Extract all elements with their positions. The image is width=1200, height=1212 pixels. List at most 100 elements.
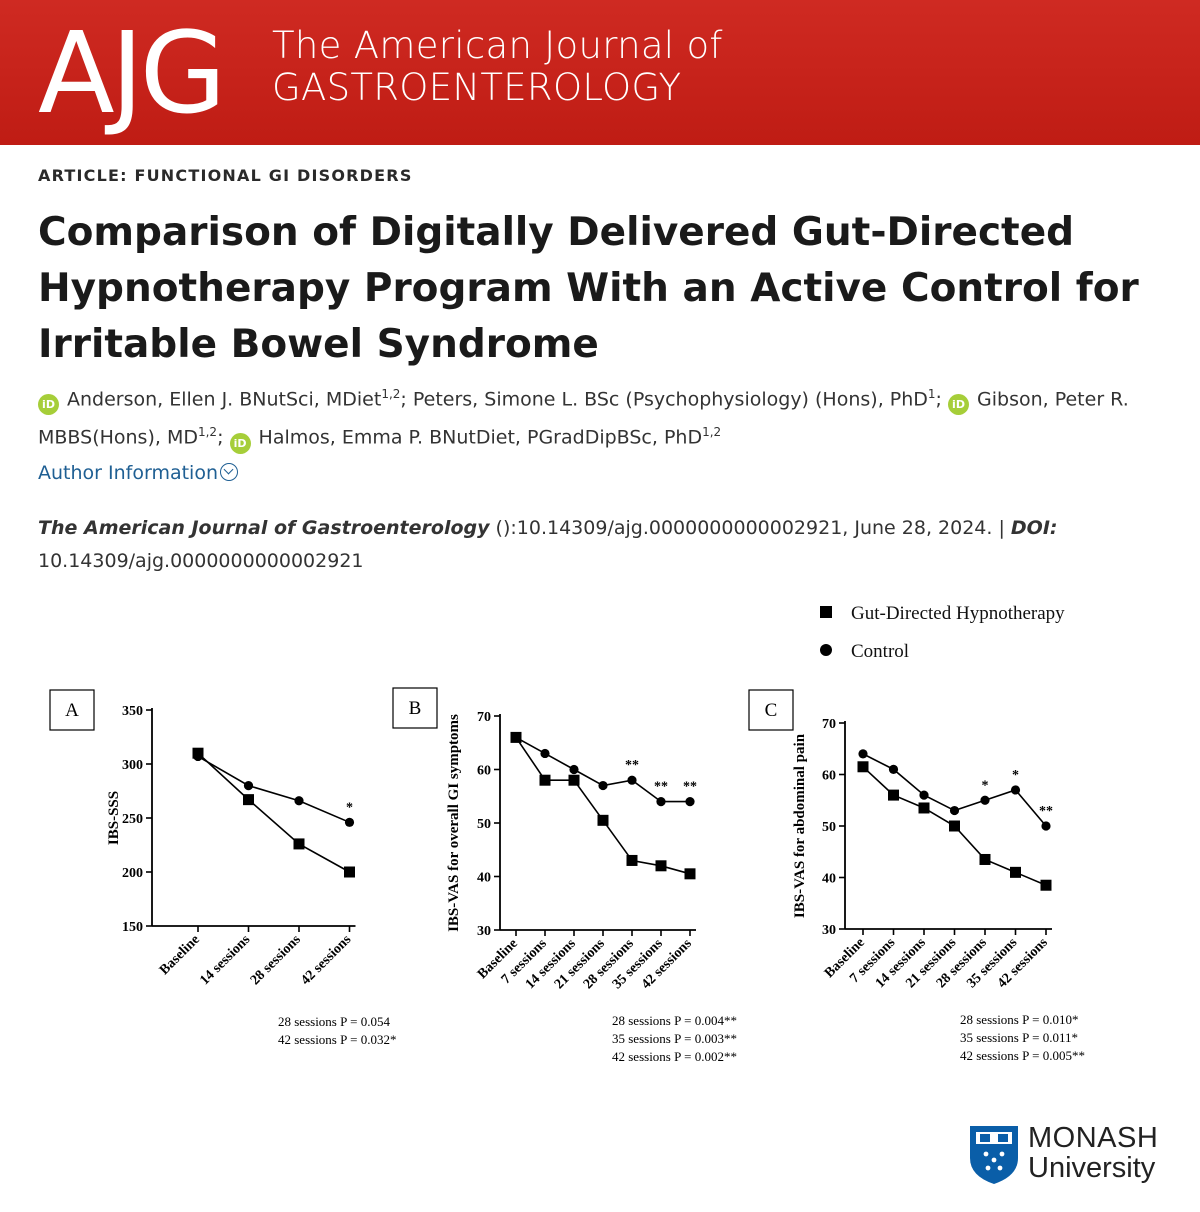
series-line-hypnotherapy <box>515 736 691 875</box>
legend-marker-square <box>820 606 832 618</box>
data-point-square <box>539 774 551 786</box>
data-point-circle <box>569 764 579 775</box>
data-point-square <box>626 854 638 866</box>
monash-logo: MONASH University <box>968 1122 1188 1192</box>
y-tick-label: 50 <box>822 820 836 835</box>
series-line-control <box>197 755 350 824</box>
article-type: ARTICLE: FUNCTIONAL GI DISORDERS <box>38 166 413 185</box>
data-point-circle <box>1041 821 1051 831</box>
data-point-circle <box>511 732 521 742</box>
monash-name: MONASH <box>1028 1122 1159 1154</box>
author-name[interactable]: Halmos, Emma P. BNutDiet, PGradDipBSc, P… <box>258 426 703 449</box>
y-axis-title: IBS-VAS for overall GI symptoms <box>446 714 462 932</box>
significance-marker: ** <box>1039 804 1053 819</box>
x-tick-label: 28 sessions <box>248 932 304 988</box>
panel-label-box <box>748 689 794 731</box>
significance-marker: * <box>1012 768 1019 783</box>
author-name[interactable]: Anderson, Ellen J. BNutSci, MDiet <box>67 388 382 411</box>
data-point-circle <box>193 751 203 762</box>
y-tick-label: 30 <box>822 923 836 938</box>
data-point-square <box>857 761 869 773</box>
data-point-circle <box>949 805 960 816</box>
y-axis-title: IBS-VAS for abdominal pain <box>792 733 808 918</box>
x-tick-label: 14 sessions <box>197 932 253 988</box>
data-point-square <box>918 802 930 814</box>
data-point-circle <box>656 797 666 807</box>
data-point-circle <box>243 781 254 791</box>
author-information-toggle[interactable]: Author Information <box>38 462 238 484</box>
citation-journal: The American Journal of Gastroenterology <box>38 517 490 539</box>
y-tick-label: 50 <box>477 817 491 832</box>
author-name[interactable]: Gibson, Peter R. MBBS(Hons), MD <box>38 388 1129 449</box>
data-point-circle <box>980 795 990 805</box>
journal-name-line2: GASTROENTEROLOGY <box>272 66 682 109</box>
author-separator: ; <box>217 426 230 449</box>
y-tick-label: 70 <box>477 710 491 725</box>
p-value-note: 42 sessions P = 0.032* <box>278 1032 396 1047</box>
data-point-circle <box>858 749 868 759</box>
monash-university: University <box>1028 1152 1156 1184</box>
data-point-square <box>568 774 580 786</box>
y-tick-label: 60 <box>477 764 491 779</box>
panel-label-box <box>49 689 95 731</box>
journal-banner: AJG The American Journal of GASTROENTERO… <box>0 0 1200 145</box>
significance-marker: ** <box>683 780 697 795</box>
x-tick-label: 42 sessions <box>298 932 354 988</box>
y-tick-label: 300 <box>122 758 143 773</box>
chevron-down-icon <box>220 463 238 481</box>
orcid-icon[interactable]: iD <box>38 394 59 416</box>
author-affiliation-sup: 1,2 <box>197 425 218 440</box>
author-name[interactable]: Peters, Simone L. BSc (Psychophysiology)… <box>412 388 928 411</box>
y-axis-title: IBS-SSS <box>106 791 122 845</box>
doi-value[interactable]: 10.14309/ajg.0000000000002921 <box>38 550 364 572</box>
y-tick-label: 200 <box>122 866 143 881</box>
p-value-note: 28 sessions P = 0.054 <box>278 1014 390 1029</box>
data-point-circle <box>685 797 695 807</box>
y-tick-label: 40 <box>822 872 836 887</box>
y-tick-label: 60 <box>822 769 836 784</box>
significance-marker: * <box>982 778 989 793</box>
y-tick-label: 250 <box>122 812 143 827</box>
panel-label: C <box>765 700 778 721</box>
monash-crest-icon <box>970 1126 1018 1184</box>
p-value-note: 28 sessions P = 0.004** <box>612 1013 737 1028</box>
data-point-square <box>684 868 696 880</box>
data-point-square <box>597 814 609 826</box>
significance-marker: ** <box>654 780 668 795</box>
author-affiliation-sup: 1,2 <box>381 387 401 401</box>
data-point-square <box>1040 879 1052 891</box>
y-tick-label: 350 <box>122 704 143 719</box>
data-point-circle <box>919 790 929 800</box>
data-point-square <box>344 866 355 878</box>
p-value-note: 42 sessions P = 0.005** <box>960 1048 1085 1063</box>
author-separator: ; <box>400 388 413 411</box>
author-affiliation-sup: 1 <box>927 387 936 401</box>
legend-label: Control <box>851 641 909 662</box>
orcid-icon[interactable]: iD <box>948 394 969 416</box>
author-affiliation-sup: 1,2 <box>702 425 722 440</box>
panel-label: B <box>409 698 422 719</box>
data-point-circle <box>598 780 608 791</box>
data-point-square <box>293 838 305 850</box>
citation: The American Journal of Gastroenterology… <box>38 512 1168 578</box>
p-value-note: 28 sessions P = 0.010* <box>960 1012 1078 1027</box>
y-tick-label: 30 <box>477 924 491 939</box>
legend-marker-circle <box>820 644 832 656</box>
data-point-square <box>655 860 667 872</box>
significance-marker: * <box>346 800 353 815</box>
journal-name-line1: The American Journal of <box>272 24 723 67</box>
orcid-icon[interactable]: iD <box>229 432 251 454</box>
ajg-logo: AJG <box>38 10 226 139</box>
legend-label: Gut-Directed Hypnotherapy <box>851 603 1065 624</box>
panel-label-box <box>392 687 438 729</box>
author-list: iD Anderson, Ellen J. BNutSci, MDiet1,2; … <box>38 378 1168 455</box>
data-point-circle <box>627 775 637 785</box>
x-tick-label: Baseline <box>157 932 203 978</box>
ajg-logo-text: AJG <box>38 10 222 139</box>
p-value-note: 35 sessions P = 0.011* <box>960 1030 1078 1045</box>
y-tick-label: 40 <box>477 871 491 886</box>
author-information-label: Author Information <box>38 462 218 484</box>
data-point-square <box>1010 866 1021 878</box>
data-point-square <box>949 820 960 832</box>
